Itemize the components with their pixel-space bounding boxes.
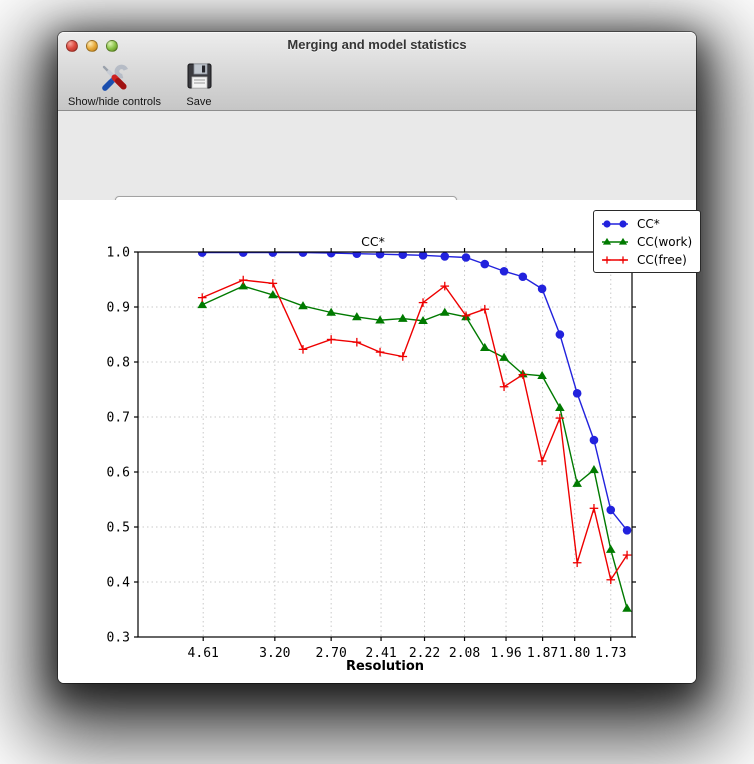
- svg-text:0.9: 0.9: [107, 301, 130, 316]
- legend-marker-icon: [602, 255, 628, 264]
- svg-text:0.6: 0.6: [107, 466, 130, 481]
- show-hide-controls-label: Show/hide controls: [68, 96, 161, 108]
- svg-text:0.8: 0.8: [107, 356, 130, 371]
- svg-text:1.80: 1.80: [559, 646, 590, 661]
- legend-label: CC*: [637, 216, 660, 231]
- svg-text:0.5: 0.5: [107, 521, 130, 536]
- minimize-button[interactable]: [86, 40, 98, 52]
- svg-text:3.20: 3.20: [259, 646, 290, 661]
- legend-item: CC(free): [600, 252, 692, 267]
- tools-icon: [102, 64, 129, 91]
- show-hide-controls-button[interactable]: Show/hide controls: [66, 56, 163, 108]
- window-title: Merging and model statistics: [287, 37, 467, 52]
- controls-panel: Table: Model quality and intensity mergi…: [58, 111, 696, 269]
- svg-text:1.73: 1.73: [595, 646, 626, 661]
- svg-text:2.08: 2.08: [449, 646, 480, 661]
- chart-legend: CC* CC(work) CC(free): [593, 210, 702, 273]
- svg-text:2.70: 2.70: [315, 646, 346, 661]
- close-button[interactable]: [66, 40, 78, 52]
- save-icon: [187, 63, 212, 89]
- window-chrome: Merging and model statistics Show/hide c…: [58, 32, 696, 111]
- app-window: Merging and model statistics Show/hide c…: [58, 32, 702, 683]
- legend-marker-icon: [602, 219, 628, 228]
- legend-label: CC(free): [637, 252, 687, 267]
- legend-marker-icon: [602, 237, 628, 245]
- svg-text:1.87: 1.87: [527, 646, 558, 661]
- legend-label: CC(work): [637, 234, 693, 249]
- svg-text:2.41: 2.41: [365, 646, 396, 661]
- chart-canvas: 1.0 0.9 0.8 0.7 0.6 0.5 0.4 0.3 4.61 3.20 2.70 2.41…: [107, 234, 636, 674]
- toolbar: Show/hide controls Save: [66, 56, 217, 108]
- legend-item: CC(work): [600, 234, 692, 249]
- svg-text:2.22: 2.22: [409, 646, 440, 661]
- svg-text:1.0: 1.0: [107, 246, 130, 261]
- zoom-button[interactable]: [106, 40, 118, 52]
- svg-text:0.7: 0.7: [107, 411, 130, 426]
- svg-text:0.3: 0.3: [107, 631, 130, 646]
- svg-text:1.96: 1.96: [490, 646, 521, 661]
- legend-item: CC*: [600, 216, 692, 231]
- traffic-lights: [66, 40, 118, 52]
- svg-text:4.61: 4.61: [188, 646, 219, 661]
- svg-text:Resolution: Resolution: [346, 659, 424, 674]
- save-label: Save: [186, 96, 212, 108]
- svg-text:0.4: 0.4: [107, 576, 131, 591]
- chart-area: 1.0 0.9 0.8 0.7 0.6 0.5 0.4 0.3 4.61 3.20 2.70 2.41…: [58, 200, 702, 683]
- save-button[interactable]: Save: [181, 56, 217, 108]
- svg-text:CC*: CC*: [361, 234, 385, 249]
